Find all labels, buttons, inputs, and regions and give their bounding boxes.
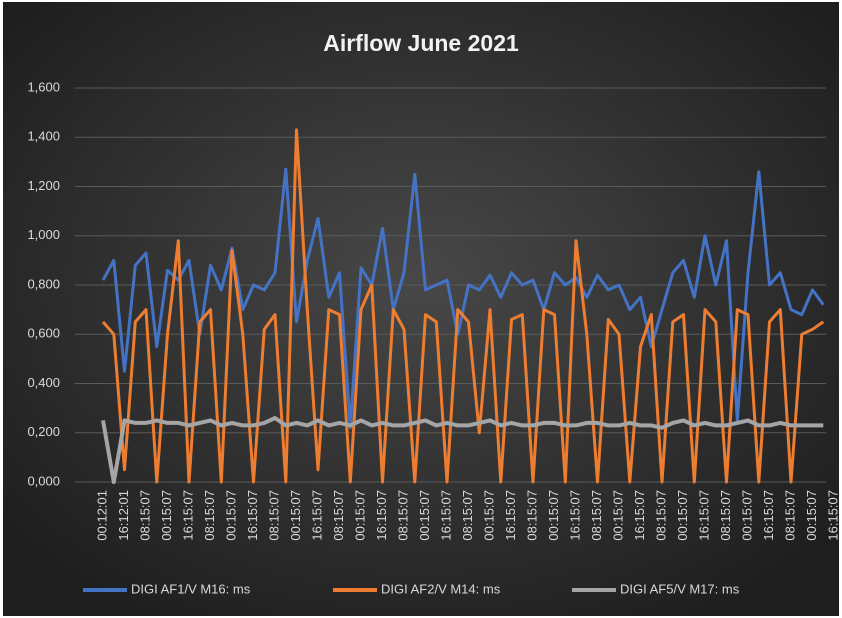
legend-label: DIGI AF5/V M17: ms	[620, 581, 740, 596]
x-tick-label: 16:15:07	[309, 490, 324, 541]
y-tick-label: 0,000	[27, 473, 60, 488]
x-tick-label: 16:15:07	[374, 490, 389, 541]
x-tick-label: 16:15:07	[632, 490, 647, 541]
y-tick-label: 1,400	[27, 129, 60, 144]
x-tick-label: 16:12:01	[116, 490, 131, 541]
chart-title: Airflow June 2021	[323, 30, 519, 56]
x-tick-label: 00:15:07	[675, 490, 690, 541]
series-line	[101, 128, 825, 484]
x-tick-label: 00:15:07	[223, 490, 238, 541]
x-tick-label: 08:15:07	[202, 490, 217, 541]
x-tick-label: 00:15:07	[159, 490, 174, 541]
x-tick-label: 08:15:07	[460, 490, 475, 541]
x-tick-label: 16:15:07	[696, 490, 711, 541]
x-tick-label: 08:15:07	[718, 490, 733, 541]
x-tick-label: 16:15:07	[245, 490, 260, 541]
x-tick-label: 00:15:07	[417, 490, 432, 541]
y-tick-label: 0,200	[27, 424, 60, 439]
x-tick-label: 08:15:07	[782, 490, 797, 541]
x-tick-label: 08:15:07	[589, 490, 604, 541]
series-line	[101, 416, 824, 484]
legend-label: DIGI AF2/V M14: ms	[381, 581, 501, 596]
y-tick-label: 1,200	[27, 178, 60, 193]
y-tick-label: 1,600	[27, 79, 60, 94]
x-tick-label: 00:15:07	[739, 490, 754, 541]
x-tick-label: 16:15:07	[567, 490, 582, 541]
x-tick-label: 00:15:07	[610, 490, 625, 541]
background	[3, 2, 839, 616]
x-tick-label: 00:15:07	[288, 490, 303, 541]
x-tick-label: 16:15:07	[825, 490, 840, 541]
y-tick-label: 0,400	[27, 375, 60, 390]
y-tick-label: 1,000	[27, 227, 60, 242]
x-tick-label: 08:15:07	[395, 490, 410, 541]
x-tick-label: 16:15:07	[180, 490, 195, 541]
x-tick-label: 00:15:07	[352, 490, 367, 541]
x-tick-label: 16:15:07	[438, 490, 453, 541]
x-tick-label: 00:12:01	[94, 490, 109, 541]
x-tick-label: 08:15:07	[524, 490, 539, 541]
x-tick-label: 08:15:07	[266, 490, 281, 541]
x-tick-label: 08:15:07	[137, 490, 152, 541]
y-tick-label: 0,800	[27, 276, 60, 291]
y-tick-label: 0,600	[27, 326, 60, 341]
x-tick-label: 08:15:07	[653, 490, 668, 541]
legend-label: DIGI AF1/V M16: ms	[131, 581, 251, 596]
x-tick-label: 08:15:07	[331, 490, 346, 541]
x-tick-label: 16:15:07	[503, 490, 518, 541]
x-tick-label: 16:15:07	[761, 490, 776, 541]
x-tick-label: 00:15:07	[481, 490, 496, 541]
x-tick-label: 00:15:07	[546, 490, 561, 541]
x-tick-label: 00:15:07	[804, 490, 819, 541]
series-line	[101, 167, 825, 430]
